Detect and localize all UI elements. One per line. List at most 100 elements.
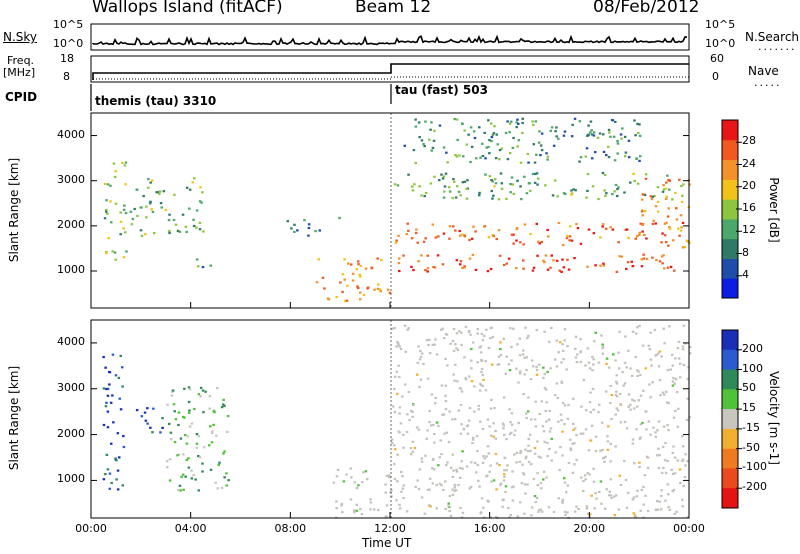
- heatmap-cell: [652, 426, 655, 429]
- heatmap-cell: [430, 149, 433, 152]
- heatmap-cell: [444, 333, 448, 336]
- heatmap-cell: [532, 143, 535, 146]
- heatmap-cell: [152, 407, 155, 410]
- heatmap-cell: [550, 437, 553, 440]
- heatmap-cell: [605, 390, 608, 393]
- heatmap-cell: [522, 472, 525, 475]
- heatmap-cell: [525, 412, 528, 415]
- heatmap-cell: [645, 455, 649, 458]
- heatmap-cell: [600, 421, 604, 424]
- heatmap-cell: [545, 152, 548, 155]
- heatmap-cell: [664, 197, 668, 200]
- heatmap-cell: [604, 227, 608, 230]
- heatmap-cell: [638, 159, 641, 162]
- heatmap-cell: [145, 216, 148, 219]
- heatmap-cell: [617, 241, 620, 244]
- heatmap-cell: [601, 346, 605, 349]
- heatmap-cell: [627, 349, 630, 352]
- heatmap-cell: [335, 296, 338, 299]
- heatmap-cell: [481, 339, 485, 342]
- heatmap-cell: [521, 353, 525, 356]
- heatmap-cell: [584, 428, 588, 431]
- heatmap-cell: [451, 488, 454, 491]
- heatmap-cell: [351, 279, 355, 282]
- heatmap-cell: [429, 182, 433, 185]
- heatmap-cell: [534, 172, 537, 176]
- heatmap-cell: [476, 449, 479, 452]
- heatmap-cell: [122, 435, 125, 438]
- nave-label: Nave: [748, 64, 779, 78]
- heatmap-cell: [589, 131, 592, 134]
- heatmap-cell: [592, 363, 595, 366]
- heatmap-cell: [537, 240, 540, 243]
- heatmap-cell: [565, 235, 569, 238]
- heatmap-cell: [410, 185, 414, 188]
- heatmap-cell: [515, 461, 518, 464]
- heatmap-cell: [634, 134, 637, 137]
- heatmap-cell: [533, 495, 537, 498]
- heatmap-cell: [440, 453, 443, 456]
- heatmap-cell: [485, 146, 488, 149]
- heatmap-cell: [482, 506, 485, 509]
- heatmap-cell: [188, 188, 192, 191]
- heatmap-cell: [440, 384, 444, 387]
- heatmap-cell: [529, 378, 533, 381]
- y-tick-label: 2000: [57, 217, 85, 231]
- heatmap-cell: [208, 407, 211, 410]
- heatmap-cell: [478, 346, 481, 349]
- heatmap-cell: [491, 197, 494, 200]
- heatmap-cell: [668, 179, 672, 182]
- heatmap-cell: [491, 133, 495, 137]
- y-tick-label: 4000: [57, 127, 85, 141]
- heatmap-cell: [552, 259, 555, 262]
- heatmap-cell: [617, 186, 620, 189]
- heatmap-cell: [424, 120, 427, 123]
- heatmap-cell: [167, 219, 171, 222]
- heatmap-cell: [192, 224, 196, 228]
- heatmap-cell: [572, 428, 575, 431]
- heatmap-cell: [534, 425, 538, 428]
- heatmap-cell: [146, 407, 149, 410]
- heatmap-cell: [370, 266, 373, 269]
- heatmap-cell: [422, 362, 425, 366]
- heatmap-cell: [615, 270, 619, 273]
- heatmap-cell: [442, 232, 446, 235]
- heatmap-cell: [588, 367, 592, 370]
- heatmap-cell: [290, 227, 293, 230]
- velocity-colorbar-swatch: [722, 468, 738, 489]
- heatmap-cell: [393, 326, 396, 330]
- heatmap-cell: [220, 406, 224, 409]
- heatmap-cell: [453, 379, 456, 382]
- heatmap-cell: [159, 202, 163, 205]
- heatmap-cell: [418, 468, 422, 471]
- heatmap-cell: [202, 446, 206, 449]
- heatmap-cell: [395, 370, 398, 373]
- heatmap-cell: [662, 466, 665, 470]
- heatmap-cell: [666, 368, 670, 372]
- heatmap-cell: [110, 481, 113, 485]
- heatmap-cell: [567, 461, 571, 465]
- heatmap-cell: [349, 498, 353, 501]
- heatmap-cell: [562, 134, 566, 137]
- heatmap-cell: [534, 120, 538, 123]
- heatmap-cell: [644, 173, 648, 176]
- heatmap-cell: [636, 405, 639, 408]
- heatmap-cell: [631, 330, 635, 333]
- heatmap-cell: [627, 139, 631, 142]
- heatmap-cell: [458, 387, 462, 390]
- heatmap-cell: [634, 237, 637, 240]
- velocity-colorbar-swatch: [722, 409, 738, 430]
- heatmap-cell: [119, 220, 123, 223]
- heatmap-cell: [503, 433, 506, 436]
- heatmap-cell: [151, 210, 155, 214]
- heatmap-cell: [557, 351, 560, 354]
- heatmap-cell: [639, 394, 643, 397]
- heatmap-cell: [523, 373, 526, 376]
- heatmap-cell: [393, 387, 396, 391]
- velocity-frame: [90, 319, 690, 519]
- heatmap-cell: [384, 515, 387, 518]
- heatmap-cell: [673, 456, 677, 459]
- heatmap-cell: [513, 453, 516, 456]
- heatmap-cell: [685, 418, 689, 421]
- heatmap-cell: [209, 468, 213, 471]
